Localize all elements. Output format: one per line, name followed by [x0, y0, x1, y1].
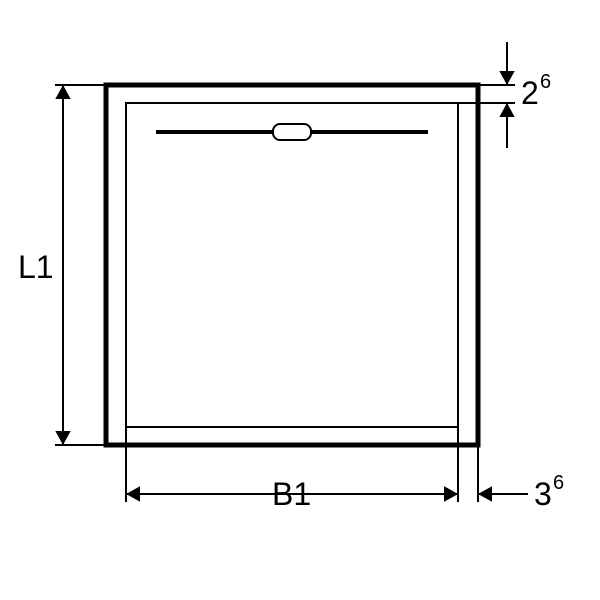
dim-label-b1: B1 [272, 476, 311, 512]
dim-label-rightgap-sup: 6 [553, 472, 564, 494]
technical-drawing: L1B12636 [0, 0, 600, 600]
dim-label-rightgap: 3 [534, 476, 552, 512]
dim-label-topgap-sup: 6 [540, 71, 551, 93]
dim-label-topgap: 2 [521, 75, 539, 111]
drain-slot [273, 124, 311, 140]
dim-label-l1: L1 [18, 249, 54, 285]
